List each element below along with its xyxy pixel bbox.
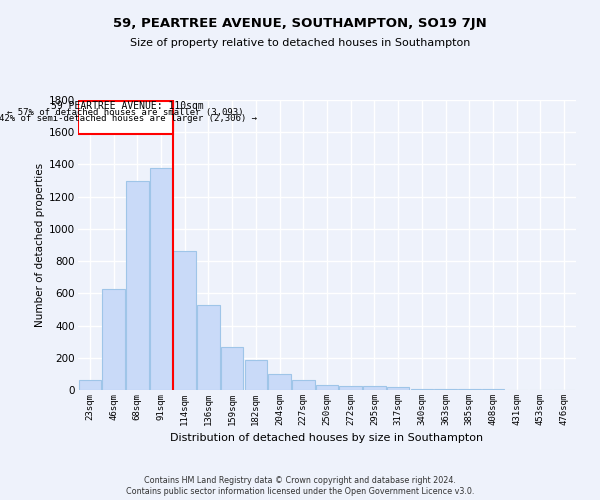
Bar bbox=[126, 180, 149, 390]
Bar bbox=[268, 374, 291, 390]
Bar bbox=[221, 346, 244, 390]
Text: 59 PEARTREE AVENUE: 110sqm: 59 PEARTREE AVENUE: 110sqm bbox=[52, 101, 204, 111]
Text: Contains public sector information licensed under the Open Government Licence v3: Contains public sector information licen… bbox=[126, 488, 474, 496]
Bar bbox=[173, 252, 196, 390]
Text: 42% of semi-detached houses are larger (2,306) →: 42% of semi-detached houses are larger (… bbox=[0, 114, 257, 123]
Y-axis label: Number of detached properties: Number of detached properties bbox=[35, 163, 45, 327]
Bar bbox=[387, 387, 409, 390]
Bar bbox=[458, 389, 481, 390]
Bar bbox=[363, 386, 386, 390]
Bar bbox=[292, 380, 314, 390]
Bar bbox=[79, 380, 101, 390]
Bar bbox=[340, 386, 362, 390]
X-axis label: Distribution of detached houses by size in Southampton: Distribution of detached houses by size … bbox=[170, 434, 484, 444]
Text: 59, PEARTREE AVENUE, SOUTHAMPTON, SO19 7JN: 59, PEARTREE AVENUE, SOUTHAMPTON, SO19 7… bbox=[113, 18, 487, 30]
Bar bbox=[197, 304, 220, 390]
Bar bbox=[410, 388, 433, 390]
Text: ← 57% of detached houses are smaller (3,093): ← 57% of detached houses are smaller (3,… bbox=[7, 108, 244, 117]
Bar bbox=[103, 288, 125, 390]
Text: Size of property relative to detached houses in Southampton: Size of property relative to detached ho… bbox=[130, 38, 470, 48]
Bar bbox=[245, 360, 267, 390]
Bar bbox=[316, 385, 338, 390]
Text: Contains HM Land Registry data © Crown copyright and database right 2024.: Contains HM Land Registry data © Crown c… bbox=[144, 476, 456, 485]
Bar bbox=[434, 389, 457, 390]
FancyBboxPatch shape bbox=[78, 101, 173, 134]
Bar bbox=[150, 168, 172, 390]
